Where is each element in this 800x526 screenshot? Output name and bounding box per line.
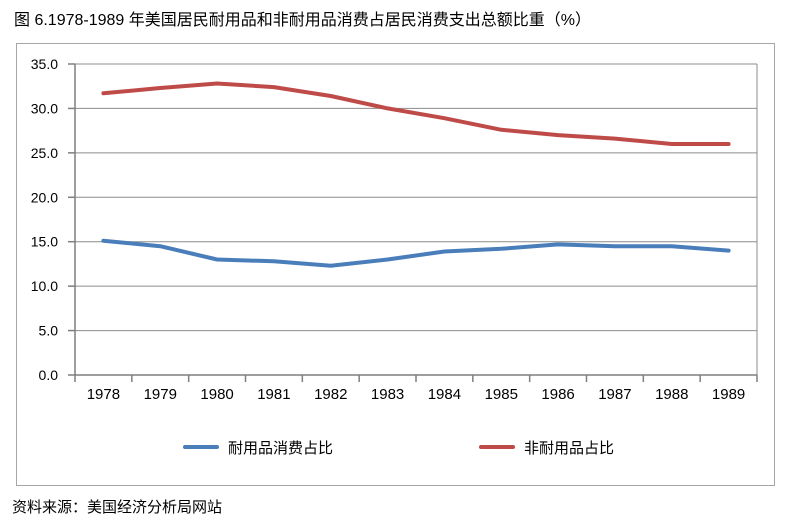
series-line-nondurables — [101, 81, 731, 146]
x-axis-label: 1979 — [144, 386, 177, 403]
y-axis-label: 25.0 — [31, 145, 58, 161]
x-axis-label: 1978 — [87, 386, 120, 403]
y-axis-label: 0.0 — [39, 367, 59, 383]
source-note: 资料来源：美国经济分析局网站 — [12, 499, 223, 516]
x-axis-label: 1981 — [257, 386, 290, 403]
durables-line-swatch — [183, 445, 219, 449]
legend-label-durables: 耐用品消费占比 — [228, 439, 334, 457]
y-axis-label: 15.0 — [31, 234, 58, 250]
legend-item-nondurables: 非耐用品占比 — [479, 438, 615, 457]
y-axis-label: 10.0 — [31, 278, 58, 294]
y-axis-label: 5.0 — [39, 323, 59, 339]
x-axis-label: 1985 — [485, 386, 518, 403]
series-line-durables — [101, 238, 731, 268]
legend-item-durables: 耐用品消费占比 — [183, 438, 334, 457]
x-axis-label: 1989 — [712, 386, 745, 403]
x-axis-label: 1983 — [371, 386, 404, 403]
legend-label-nondurables: 非耐用品占比 — [524, 439, 615, 457]
y-axis-label: 35.0 — [31, 56, 58, 72]
x-axis-label: 1986 — [541, 386, 574, 403]
x-axis-label: 1980 — [200, 386, 233, 403]
x-axis-label: 1984 — [428, 386, 461, 403]
chart-title: 图 6.1978-1989 年美国居民耐用品和非耐用品消费占居民消费支出总额比重… — [14, 12, 591, 29]
x-axis-label: 1982 — [314, 386, 347, 403]
y-axis-label: 20.0 — [31, 189, 58, 205]
x-axis-label: 1987 — [598, 386, 631, 403]
line-chart-plot: 0.0 5.0 10.0 15.0 20.0 25.0 30.0 35.0 1978 1979 19… — [31, 56, 758, 403]
x-axis-label: 1988 — [655, 386, 688, 403]
nondurables-line-swatch — [479, 445, 515, 449]
y-axis-label: 30.0 — [31, 100, 58, 116]
chart-frame: 0.0 5.0 10.0 15.0 20.0 25.0 30.0 35.0 1978 1979 19… — [16, 43, 775, 486]
